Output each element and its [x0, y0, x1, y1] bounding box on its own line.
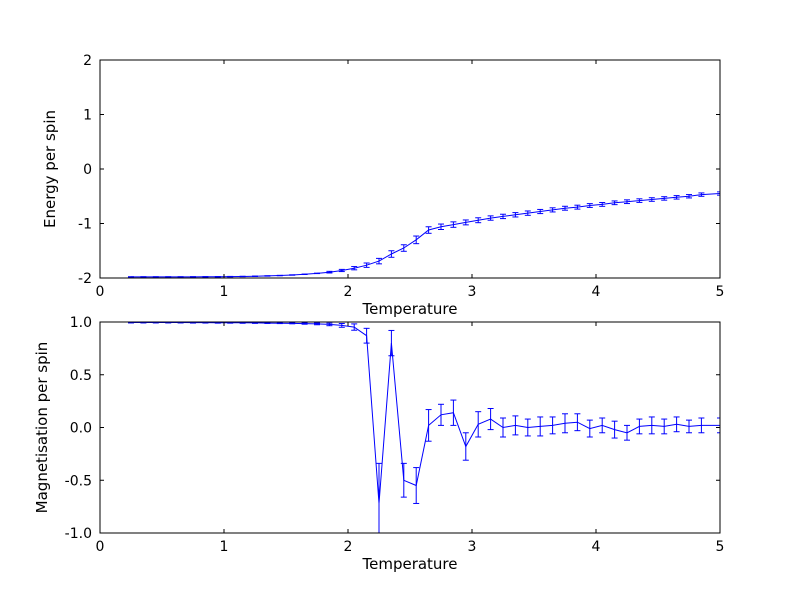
y-tick-label: 0.5 — [70, 368, 92, 384]
tick-marks — [99, 321, 721, 534]
x-tick-label: 5 — [716, 539, 725, 555]
x-tick-label: 1 — [220, 284, 229, 300]
y-axis-label: Magnetisation per spin — [33, 342, 51, 514]
y-tick-label: 0.0 — [70, 421, 92, 437]
y-tick-label: 2 — [83, 53, 92, 69]
y-tick-label: 1 — [83, 108, 92, 124]
x-tick-label: 4 — [592, 284, 601, 300]
x-tick-label: 0 — [96, 284, 105, 300]
data-series-magnetisation-per-spin — [128, 322, 720, 533]
x-tick-label: 0 — [96, 539, 105, 555]
x-tick-label: 1 — [220, 539, 229, 555]
y-tick-label: -1.0 — [65, 526, 92, 542]
tick-marks — [99, 59, 721, 279]
x-tick-label: 4 — [592, 539, 601, 555]
data-series-energy-per-spin — [128, 191, 720, 278]
x-tick-label: 2 — [344, 539, 353, 555]
y-tick-label: -0.5 — [65, 473, 92, 489]
y-axis-label: Energy per spin — [41, 110, 59, 228]
x-tick-label: 3 — [468, 539, 477, 555]
y-tick-label: -2 — [78, 271, 92, 287]
axes-frame — [99, 59, 721, 279]
x-axis-label: Temperature — [361, 300, 457, 318]
data-line — [131, 322, 720, 504]
y-tick-label: 1.0 — [70, 315, 92, 331]
x-tick-label: 2 — [344, 284, 353, 300]
x-tick-label: 5 — [716, 284, 725, 300]
x-axis-label: Temperature — [361, 555, 457, 573]
y-tick-label: 0 — [83, 162, 92, 178]
x-tick-label: 3 — [468, 284, 477, 300]
data-line — [131, 193, 720, 278]
y-tick-label: -1 — [78, 217, 92, 233]
